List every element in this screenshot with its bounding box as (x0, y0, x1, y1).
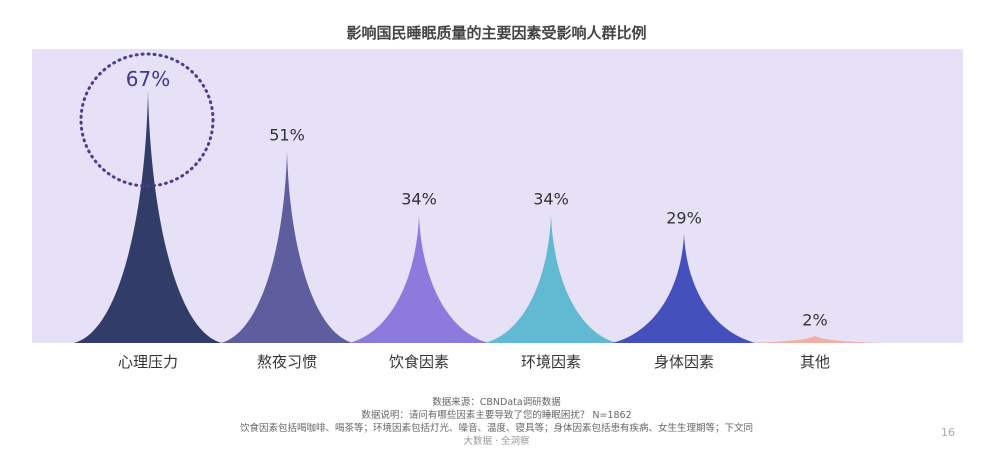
plot-background (32, 49, 963, 343)
category-label: 饮食因素 (389, 353, 449, 371)
category-label: 熬夜习惯 (257, 353, 317, 371)
value-label: 34% (401, 190, 437, 209)
value-label: 29% (666, 208, 702, 227)
spike-mark (749, 335, 881, 343)
page-number: 16 (941, 426, 955, 439)
highlight-ring (79, 52, 215, 188)
source-note: 数据来源：CBNData调研数据 (432, 397, 561, 408)
survey-note: 数据说明：请问有哪些因素主要导致了您的睡眠困扰？ N=1862 (361, 410, 632, 421)
spike-mark (485, 214, 617, 343)
value-label: 51% (269, 125, 305, 144)
category-definition-note: 饮食因素包括喝咖啡、喝茶等；环境因素包括灯光、噪音、温度、寝具等；身体因素包括患… (239, 423, 753, 434)
spike-mark (612, 233, 756, 343)
spike-mark (221, 150, 353, 343)
category-label: 其他 (800, 353, 830, 371)
spike-mark (349, 214, 489, 343)
spike-mark (74, 90, 222, 343)
category-label: 环境因素 (521, 353, 581, 371)
value-label: 2% (802, 310, 827, 329)
category-label: 身体因素 (654, 353, 714, 371)
brand-slogan: 大数据 · 全洞察 (463, 436, 530, 447)
category-label: 心理压力 (118, 353, 178, 371)
value-label: 67% (126, 67, 170, 91)
chart-title: 影响国民睡眠质量的主要因素受影响人群比例 (346, 24, 647, 42)
value-label: 34% (533, 190, 569, 209)
